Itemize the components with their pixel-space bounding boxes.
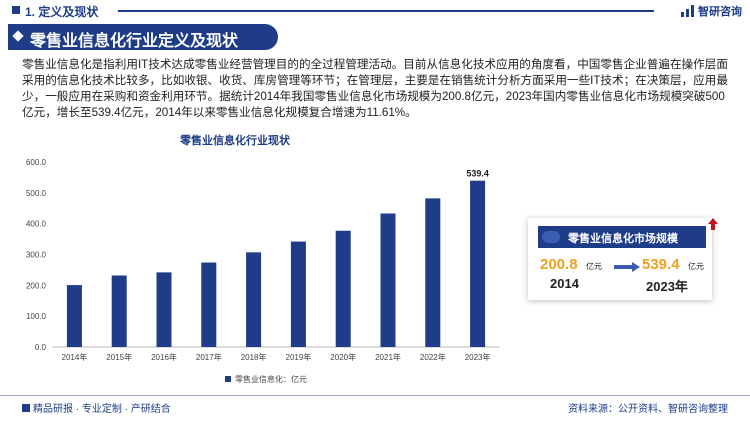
bar bbox=[246, 252, 262, 347]
section-marker bbox=[12, 6, 20, 14]
x-tick-label: 2023年 bbox=[465, 352, 491, 362]
footer-slogan: 精品研报 · 专业定制 · 产研结合 bbox=[33, 404, 171, 415]
x-tick-label: 2019年 bbox=[286, 352, 312, 362]
header-rule bbox=[118, 10, 654, 12]
diamond-icon bbox=[12, 30, 24, 42]
unit-2014: 亿元 bbox=[586, 262, 602, 271]
bar bbox=[201, 262, 217, 347]
chart-title: 零售业信息化行业现状 bbox=[180, 135, 290, 147]
x-tick-label: 2016年 bbox=[151, 352, 177, 362]
footer-marker bbox=[22, 404, 30, 412]
arrow-right-icon bbox=[614, 262, 640, 272]
unit-2023: 亿元 bbox=[688, 262, 704, 271]
x-tick-label: 2018年 bbox=[241, 352, 267, 362]
card-pill-icon bbox=[542, 231, 560, 243]
x-tick-label: 2014年 bbox=[62, 352, 88, 362]
section-heading: 1. 定义及现状 bbox=[25, 5, 99, 19]
footer-rule bbox=[0, 395, 750, 396]
intro-paragraph: 零售业信息化是指利用IT技术达成零售业经营管理目的的全过程管理活动。目前从信息化… bbox=[22, 58, 728, 119]
legend-swatch bbox=[225, 376, 231, 382]
value-2014: 200.8 bbox=[540, 256, 578, 273]
y-tick-label: 400.0 bbox=[26, 220, 47, 229]
footer: 精品研报 · 专业定制 · 产研结合 资料来源：公开资料、智研咨询整理 bbox=[0, 395, 750, 421]
legend-label: 零售业信息化：亿元 bbox=[235, 374, 307, 384]
data-label: 539.4 bbox=[466, 169, 489, 179]
card-header: 零售业信息化市场规模 bbox=[538, 226, 706, 248]
data-source: 资料来源：公开资料、智研咨询整理 bbox=[568, 404, 728, 415]
x-tick-label: 2017年 bbox=[196, 352, 222, 362]
y-tick-label: 200.0 bbox=[26, 281, 47, 290]
bar bbox=[380, 213, 396, 347]
page-title-bar: 零售业信息化行业定义及现状 bbox=[8, 24, 278, 50]
bar-chart: 0.0 100.0 200.0 300.0 400.0 500.0 600.0 2014年 20… bbox=[26, 158, 500, 384]
card-title: 零售业信息化市场规模 bbox=[568, 233, 678, 245]
bar bbox=[66, 285, 82, 347]
bar bbox=[470, 180, 486, 347]
x-tick-label: 2022年 bbox=[420, 352, 446, 362]
bar bbox=[156, 272, 172, 347]
bar bbox=[290, 241, 306, 347]
brand-bars-icon bbox=[681, 5, 695, 17]
bar bbox=[111, 275, 127, 347]
year-2014: 2014 bbox=[550, 276, 579, 291]
x-tick-label: 2015年 bbox=[106, 352, 132, 362]
y-tick-label: 0.0 bbox=[35, 343, 47, 352]
top-bar: 1. 定义及现状 智研咨询 bbox=[0, 0, 750, 24]
y-tick-label: 500.0 bbox=[26, 189, 47, 198]
page-title: 零售业信息化行业定义及现状 bbox=[30, 33, 239, 50]
up-arrow-icon bbox=[708, 218, 718, 230]
year-2023: 2023年 bbox=[646, 279, 688, 294]
x-tick-label: 2020年 bbox=[330, 352, 356, 362]
brand-logo: 智研咨询 bbox=[681, 3, 742, 19]
y-tick-label: 300.0 bbox=[26, 251, 47, 260]
bar bbox=[425, 198, 441, 347]
bar bbox=[335, 230, 351, 347]
y-tick-label: 100.0 bbox=[26, 312, 47, 321]
market-size-card: 零售业信息化市场规模 200.8 亿元 2014 539.4 亿元 2023年 bbox=[528, 218, 712, 300]
x-tick-label: 2021年 bbox=[375, 352, 401, 362]
brand-name: 智研咨询 bbox=[698, 6, 742, 18]
value-2023: 539.4 bbox=[642, 256, 680, 273]
y-tick-label: 600.0 bbox=[26, 158, 47, 167]
